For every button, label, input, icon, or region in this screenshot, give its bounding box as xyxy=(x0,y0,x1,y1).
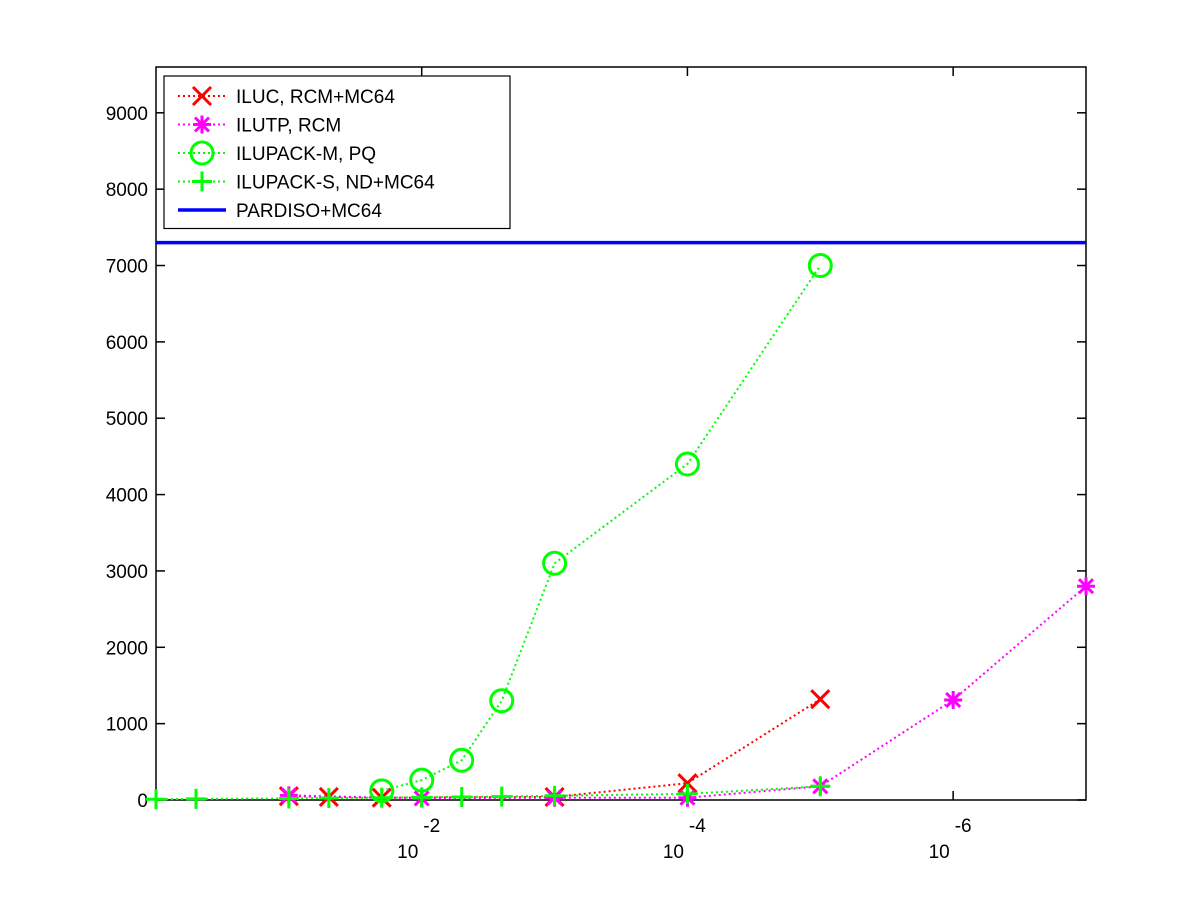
series-3-point-0 xyxy=(146,789,166,810)
legend-label-4: PARDISO+MC64 xyxy=(236,201,382,222)
series-2-point-4 xyxy=(542,550,568,576)
series-1-point-6 xyxy=(1077,577,1095,596)
series-3-point-2 xyxy=(278,788,299,809)
series-3-point-9 xyxy=(677,783,698,804)
y-axis: 0 1000 2000 3000 4000 5000 6000 7000 8000 9000 xyxy=(106,104,1086,812)
legend-box xyxy=(163,75,511,230)
series-2-point-5 xyxy=(674,451,700,477)
y-tick-label-9000: 9000 xyxy=(106,104,148,125)
series-0-point-5-stroke-2 xyxy=(810,689,831,710)
y-tick-label-7000: 7000 xyxy=(106,257,148,278)
legend-marker-0 xyxy=(191,85,213,107)
legend-marker-3 xyxy=(192,171,212,192)
y-tick-label-0: 0 xyxy=(137,791,148,812)
series-3-point-3 xyxy=(318,788,339,809)
y-tick-label-6000: 6000 xyxy=(106,333,148,354)
x-tick-label-base-0: 10 xyxy=(397,842,418,863)
series-3-point-6 xyxy=(451,786,472,807)
series-3 xyxy=(146,776,831,810)
series-3-point-5 xyxy=(411,787,432,808)
legend-marker-2 xyxy=(189,140,215,166)
legend-marker-0-stroke-2 xyxy=(191,85,213,107)
x-tick-label-base-2: 10 xyxy=(929,842,950,863)
series-1-point-5 xyxy=(944,690,963,709)
y-tick-label-2000: 2000 xyxy=(106,638,148,659)
x-tick-label-exponent-2: -6 xyxy=(955,816,972,837)
x-tick-label-exponent-0: -2 xyxy=(423,816,440,837)
legend-label-0: ILUC, RCM+MC64 xyxy=(236,87,395,108)
series-3-point-7 xyxy=(491,786,512,807)
legend-marker-1-stroke-4 xyxy=(193,116,211,133)
y-tick-label-4000: 4000 xyxy=(106,486,148,507)
legend-marker-1 xyxy=(193,115,211,134)
y-tick-label-3000: 3000 xyxy=(106,562,148,583)
series-3-point-8 xyxy=(544,785,565,806)
legend-label-2: ILUPACK-M, PQ xyxy=(236,144,376,165)
series-2-point-3 xyxy=(489,688,515,714)
legend: ILUC, RCM+MC64 ILUTP, RCM ILUPACK-M, PQ ILU… xyxy=(163,75,511,230)
series-1-point-6-stroke-4 xyxy=(1077,578,1095,595)
series-0-point-4 xyxy=(677,773,698,794)
series-2 xyxy=(369,253,833,804)
y-tick-label-1000: 1000 xyxy=(106,715,148,736)
series-0-point-5 xyxy=(810,689,831,710)
series-3-point-1 xyxy=(185,788,206,809)
series-layer xyxy=(146,240,1095,810)
series-2-point-2 xyxy=(449,747,475,773)
series-3-point-10 xyxy=(810,776,831,797)
legend-label-3: ILUPACK-S, ND+MC64 xyxy=(236,173,435,194)
legend-label-1: ILUTP, RCM xyxy=(236,116,341,137)
series-0-line xyxy=(288,698,821,799)
series-1-point-5-stroke-4 xyxy=(945,691,962,709)
series-2-line xyxy=(381,264,822,792)
x-axis: 10-210-410-6 xyxy=(397,67,972,863)
y-tick-label-8000: 8000 xyxy=(106,180,148,201)
series-3-point-4 xyxy=(371,787,392,808)
x-tick-label-exponent-1: -4 xyxy=(689,816,706,837)
x-tick-label-base-1: 10 xyxy=(663,842,684,863)
series-2-point-6 xyxy=(807,253,833,279)
series-0-point-4-stroke-2 xyxy=(677,773,698,794)
y-tick-label-5000: 5000 xyxy=(106,409,148,430)
